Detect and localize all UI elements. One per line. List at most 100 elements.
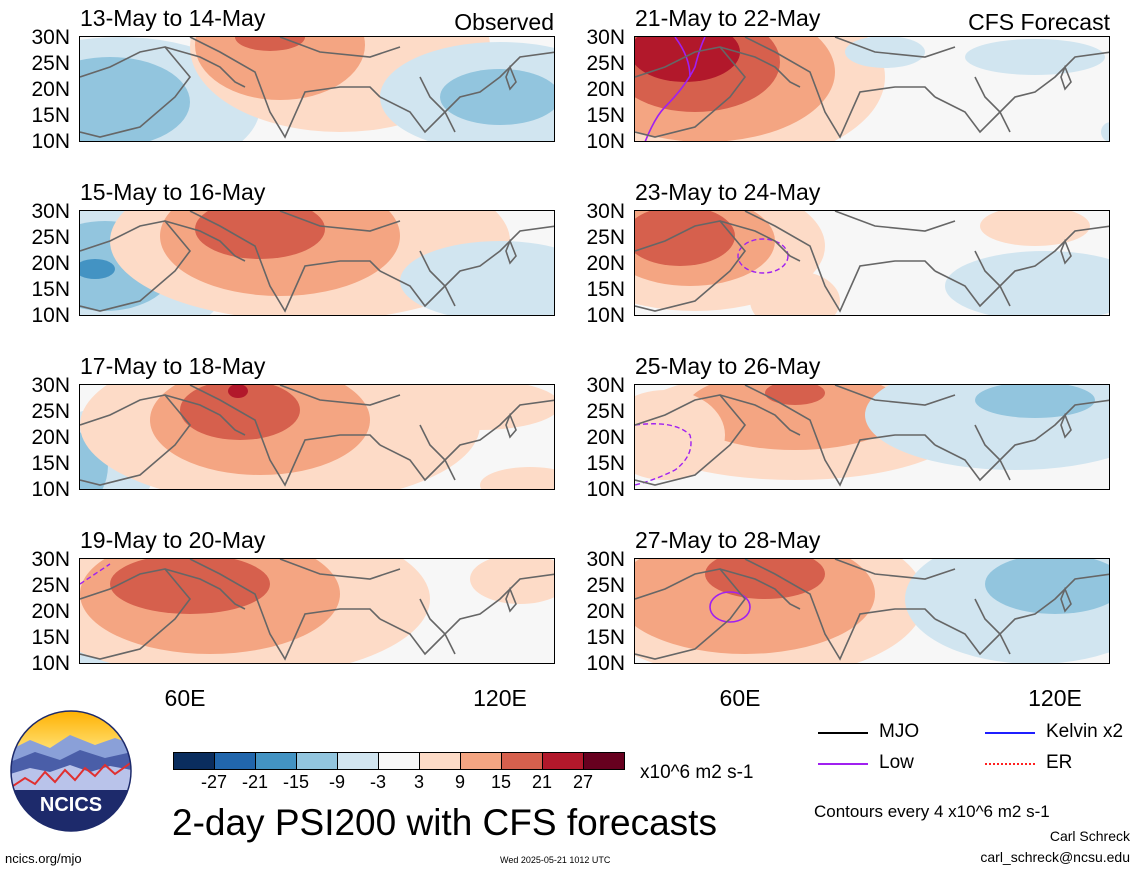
map-panel-observed-4 bbox=[79, 558, 555, 664]
lat-label: 10N bbox=[31, 652, 70, 675]
lat-label: 10N bbox=[586, 304, 625, 327]
colorbar-segment bbox=[215, 753, 256, 769]
cfs-forecast-label: CFS Forecast bbox=[968, 9, 1110, 35]
colorbar-segment bbox=[256, 753, 297, 769]
lat-label: 10N bbox=[586, 652, 625, 675]
lat-label: 25N bbox=[586, 52, 625, 75]
lon-label-120e-right: 120E bbox=[1028, 685, 1082, 711]
lat-label: 25N bbox=[31, 52, 70, 75]
colorbar-tick: 21 bbox=[531, 772, 553, 792]
colorbar-tick: -3 bbox=[369, 772, 387, 792]
lat-label: 10N bbox=[586, 478, 625, 501]
lat-label: 25N bbox=[586, 400, 625, 423]
colorbar-segment bbox=[543, 753, 584, 769]
colorbar-segment bbox=[461, 753, 502, 769]
colorbar-segment bbox=[420, 753, 461, 769]
lon-label-60e-right: 60E bbox=[719, 685, 761, 711]
colorbar-segment bbox=[174, 753, 215, 769]
map-panel-forecast-2 bbox=[634, 210, 1110, 316]
lat-label: 15N bbox=[586, 626, 625, 649]
legend-er-label: ER bbox=[1046, 752, 1073, 773]
colorbar-segment bbox=[502, 753, 543, 769]
colorbar-segment bbox=[297, 753, 338, 769]
legend-kelvin-line bbox=[985, 732, 1035, 734]
panel-title-forecast-2: 23-May to 24-May bbox=[635, 179, 821, 205]
panel-title-forecast-1: 21-May to 22-May bbox=[635, 5, 821, 31]
legend-kelvin-label: Kelvin x2 bbox=[1046, 721, 1124, 742]
lat-label: 25N bbox=[586, 226, 625, 249]
lat-label: 30N bbox=[31, 26, 70, 49]
lon-label-120e-left: 120E bbox=[473, 685, 527, 711]
legend-mjo-line bbox=[818, 732, 868, 734]
map-panel-observed-2 bbox=[79, 210, 555, 316]
lat-label: 30N bbox=[586, 548, 625, 571]
lat-label: 20N bbox=[31, 426, 70, 449]
panel-title-forecast-4: 27-May to 28-May bbox=[635, 527, 821, 553]
lat-label: 15N bbox=[31, 452, 70, 475]
site-link[interactable]: ncics.org/mjo bbox=[5, 851, 82, 866]
author-email[interactable]: carl_schreck@ncsu.edu bbox=[980, 849, 1130, 865]
panel-title-observed-2: 15-May to 16-May bbox=[80, 179, 266, 205]
legend-mjo-label: MJO bbox=[879, 721, 920, 742]
lat-label: 20N bbox=[586, 426, 625, 449]
lat-label: 20N bbox=[586, 252, 625, 275]
colorbar-tick: -21 bbox=[241, 772, 269, 792]
contour-note: Contours every 4 x10^6 m2 s-1 bbox=[814, 802, 1050, 821]
panel-title-forecast-3: 25-May to 26-May bbox=[635, 353, 821, 379]
map-panel-forecast-3 bbox=[634, 384, 1110, 490]
lat-label: 30N bbox=[31, 548, 70, 571]
logo-text: NCICS bbox=[40, 794, 102, 816]
legend-low-line bbox=[818, 763, 868, 765]
lat-label: 25N bbox=[31, 574, 70, 597]
colorbar-segment bbox=[379, 753, 420, 769]
colorbar-segment bbox=[338, 753, 379, 769]
lat-label: 20N bbox=[586, 78, 625, 101]
panel-title-observed-4: 19-May to 20-May bbox=[80, 527, 266, 553]
colorbar-tick: -27 bbox=[200, 772, 228, 792]
lat-label: 15N bbox=[586, 452, 625, 475]
lat-label: 20N bbox=[586, 600, 625, 623]
lat-label: 15N bbox=[586, 104, 625, 127]
legend-low-label: Low bbox=[879, 752, 914, 773]
colorbar-tick: 27 bbox=[572, 772, 594, 792]
lat-label: 30N bbox=[31, 374, 70, 397]
ncics-logo: NCICS bbox=[10, 710, 132, 832]
lat-label: 30N bbox=[586, 26, 625, 49]
panel-title-observed-3: 17-May to 18-May bbox=[80, 353, 266, 379]
main-title: 2-day PSI200 with CFS forecasts bbox=[172, 802, 717, 843]
lat-label: 30N bbox=[586, 200, 625, 223]
lat-label: 15N bbox=[31, 626, 70, 649]
colorbar-tick: -15 bbox=[282, 772, 310, 792]
lat-label: 20N bbox=[31, 252, 70, 275]
legend-er-line bbox=[985, 763, 1035, 765]
lat-label: 25N bbox=[586, 574, 625, 597]
lat-label: 10N bbox=[31, 478, 70, 501]
map-panel-forecast-4 bbox=[634, 558, 1110, 664]
lat-label: 10N bbox=[31, 304, 70, 327]
map-panel-forecast-1 bbox=[634, 36, 1110, 142]
lat-label: 25N bbox=[31, 226, 70, 249]
lat-label: 15N bbox=[31, 278, 70, 301]
lat-label: 15N bbox=[586, 278, 625, 301]
lat-label: 25N bbox=[31, 400, 70, 423]
map-panel-observed-3 bbox=[79, 384, 555, 490]
lat-label: 10N bbox=[31, 130, 70, 153]
colorbar-segment bbox=[584, 753, 624, 769]
lat-label: 20N bbox=[31, 600, 70, 623]
lat-label: 10N bbox=[586, 130, 625, 153]
lat-label: 15N bbox=[31, 104, 70, 127]
colorbar-tick: 3 bbox=[413, 772, 425, 792]
observed-label: Observed bbox=[454, 9, 554, 35]
colorbar-tick: -9 bbox=[328, 772, 346, 792]
author-name: Carl Schreck bbox=[1049, 828, 1130, 844]
lat-label: 30N bbox=[31, 200, 70, 223]
lat-label: 30N bbox=[586, 374, 625, 397]
panel-title-observed-1: 13-May to 14-May bbox=[80, 5, 266, 31]
colorbar bbox=[173, 752, 625, 770]
colorbar-tick: 15 bbox=[490, 772, 512, 792]
timestamp: Wed 2025-05-21 1012 UTC bbox=[500, 855, 611, 865]
lat-label: 20N bbox=[31, 78, 70, 101]
map-panel-observed-1 bbox=[79, 36, 555, 142]
colorbar-units: x10^6 m2 s-1 bbox=[640, 762, 754, 783]
colorbar-tick: 9 bbox=[454, 772, 466, 792]
